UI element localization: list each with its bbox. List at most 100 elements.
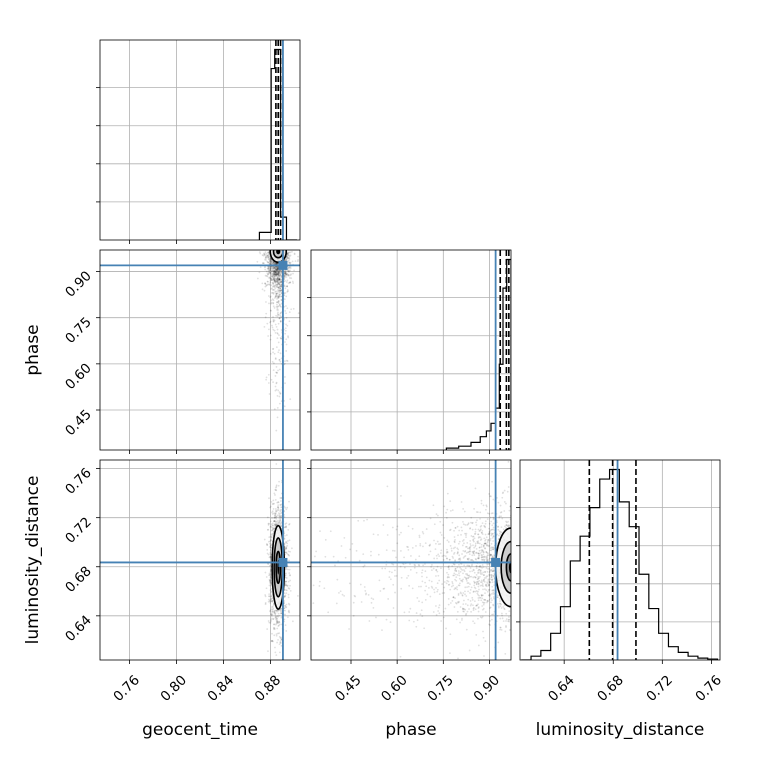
sample-point xyxy=(459,591,462,594)
sample-point xyxy=(474,545,477,548)
sample-point xyxy=(456,566,459,569)
sample-point xyxy=(459,570,462,573)
sample-point xyxy=(268,593,271,596)
sample-point xyxy=(280,504,282,506)
sample-point xyxy=(453,574,456,577)
sample-point xyxy=(470,610,472,613)
sample-point xyxy=(283,272,286,275)
sample-point xyxy=(269,505,272,508)
sample-point xyxy=(280,280,283,283)
sample-point xyxy=(290,273,292,276)
sample-point xyxy=(276,617,278,620)
sample-point xyxy=(264,282,266,285)
sample-point xyxy=(279,497,282,499)
sample-point xyxy=(491,578,494,581)
sample-point xyxy=(465,546,467,548)
sample-point xyxy=(461,619,463,621)
sample-point xyxy=(481,573,484,575)
sample-point xyxy=(275,634,278,637)
sample-point xyxy=(454,573,457,576)
sample-point xyxy=(271,269,273,271)
sample-point xyxy=(422,564,425,567)
sample-point xyxy=(283,592,286,595)
sample-point xyxy=(279,311,282,314)
sample-point xyxy=(469,600,472,602)
sample-point xyxy=(272,524,275,527)
sample-point xyxy=(274,277,277,280)
sample-point xyxy=(499,628,502,631)
sample-point xyxy=(275,273,277,276)
sample-point xyxy=(354,595,357,598)
sample-point xyxy=(284,287,287,290)
sample-point xyxy=(269,579,271,582)
sample-point xyxy=(488,623,490,626)
sample-point xyxy=(487,594,490,597)
sample-point xyxy=(481,559,484,561)
sample-point xyxy=(452,584,455,587)
sample-point xyxy=(269,581,272,584)
sample-point xyxy=(478,536,480,538)
sample-point xyxy=(270,613,273,615)
sample-point xyxy=(485,567,488,569)
sample-point xyxy=(275,510,278,513)
sample-point xyxy=(478,530,481,532)
sample-point xyxy=(276,268,279,271)
sample-point xyxy=(278,285,281,288)
sample-point xyxy=(403,566,406,569)
sample-point xyxy=(273,611,276,614)
sample-point xyxy=(279,295,282,298)
sample-point xyxy=(278,294,281,297)
sample-point xyxy=(484,526,487,529)
sample-point xyxy=(499,504,502,507)
sample-point xyxy=(473,550,476,553)
sample-point xyxy=(270,299,273,302)
sample-point xyxy=(280,525,282,527)
sample-point xyxy=(407,525,410,528)
sample-point xyxy=(277,296,279,299)
sample-point xyxy=(485,585,488,588)
sample-point xyxy=(278,279,281,281)
sample-point xyxy=(287,610,290,613)
sample-point xyxy=(272,607,275,610)
sample-point xyxy=(271,524,274,527)
sample-point xyxy=(475,567,478,569)
sample-point xyxy=(271,599,274,602)
sample-point xyxy=(267,540,270,543)
sample-point xyxy=(264,594,267,596)
sample-point xyxy=(287,596,290,599)
sample-point xyxy=(276,266,279,269)
sample-point xyxy=(274,612,277,615)
sample-point xyxy=(284,271,287,274)
sample-point xyxy=(277,290,279,293)
sample-point xyxy=(476,540,479,543)
sample-point xyxy=(266,272,269,275)
sample-point xyxy=(453,540,456,543)
sample-point xyxy=(478,549,481,552)
sample-point xyxy=(480,553,483,556)
sample-point xyxy=(280,612,282,615)
sample-point xyxy=(425,528,428,530)
sample-point xyxy=(270,260,273,263)
sample-point xyxy=(270,600,273,603)
sample-point xyxy=(286,256,288,258)
sample-point xyxy=(289,574,291,576)
sample-point xyxy=(272,265,275,268)
sample-point xyxy=(292,307,295,310)
sample-point xyxy=(285,630,288,632)
sample-point xyxy=(277,281,279,284)
sample-point xyxy=(463,542,465,545)
sample-point xyxy=(279,275,282,278)
sample-point xyxy=(269,556,272,559)
sample-point xyxy=(274,331,277,334)
tick-label-y: 0.64 xyxy=(62,612,95,645)
sample-point xyxy=(453,572,456,575)
sample-point xyxy=(480,551,483,553)
sample-point xyxy=(267,522,270,525)
sample-point xyxy=(269,546,272,549)
sample-point xyxy=(472,590,475,593)
sample-point xyxy=(420,571,423,574)
sample-point xyxy=(269,281,272,283)
sample-point xyxy=(490,569,493,571)
sample-point xyxy=(276,284,279,286)
sample-point xyxy=(490,568,492,571)
